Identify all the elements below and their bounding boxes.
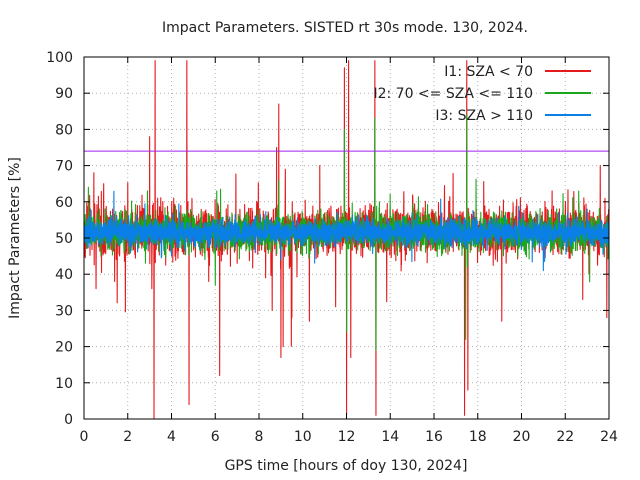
y-tick-label: 70 [55, 159, 73, 175]
y-tick-label: 40 [55, 267, 73, 283]
y-tick-label: 90 [55, 86, 73, 102]
series-line-3 [84, 190, 609, 272]
x-tick-label: 0 [80, 429, 89, 445]
x-tick-label: 14 [381, 429, 399, 445]
x-tick-label: 24 [600, 429, 618, 445]
y-tick-label: 60 [55, 195, 73, 211]
y-tick-label: 30 [55, 303, 73, 319]
x-tick-label: 6 [211, 429, 220, 445]
x-tick-label: 20 [513, 429, 531, 445]
y-tick-label: 20 [55, 340, 73, 356]
x-tick-label: 22 [556, 429, 574, 445]
x-tick-label: 10 [294, 429, 312, 445]
y-axis-label: Impact Parameters [%] [7, 157, 23, 319]
x-tick-label: 16 [425, 429, 443, 445]
y-tick-label: 50 [55, 231, 73, 247]
legend: I1: SZA < 70 I2: 70 <= SZA <= 110 I3: SZA … [373, 64, 591, 124]
axis-ticks: 0 2 4 6 8 10 12 14 16 18 20 22 240102030405060708090… [46, 50, 618, 445]
x-tick-label: 4 [167, 429, 176, 445]
series-group [84, 60, 609, 419]
legend-label-2: I2: 70 <= SZA <= 110 [373, 86, 533, 102]
x-tick-label: 12 [338, 429, 356, 445]
x-tick-label: 8 [255, 429, 264, 445]
legend-label-1: I1: SZA < 70 [444, 64, 533, 80]
legend-label-3: I3: SZA > 110 [435, 108, 533, 124]
y-tick-label: 10 [55, 376, 73, 392]
chart-title: Impact Parameters. SISTED rt 30s mode. 1… [162, 20, 528, 36]
y-tick-label: 0 [64, 412, 73, 428]
x-tick-label: 2 [123, 429, 132, 445]
x-axis-label: GPS time [hours of doy 130, 2024] [225, 458, 468, 474]
x-tick-label: 18 [469, 429, 487, 445]
y-tick-label: 100 [46, 50, 73, 66]
y-tick-label: 80 [55, 122, 73, 138]
